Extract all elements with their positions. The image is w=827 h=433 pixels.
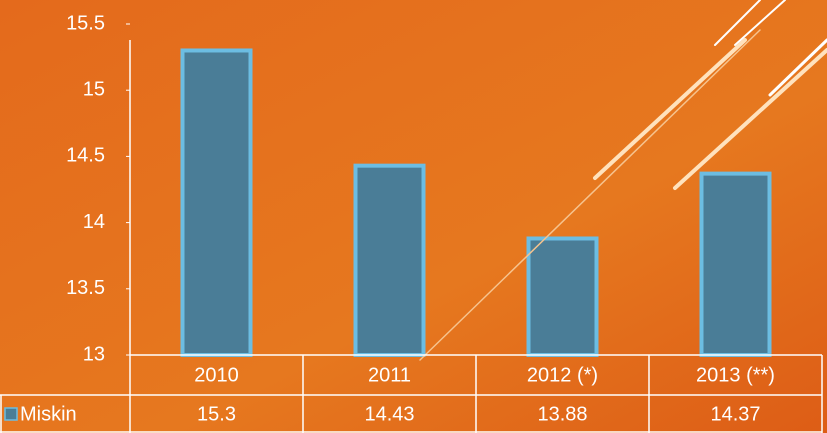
decoration: [419, 0, 827, 361]
y-tick-label: 15.5: [66, 12, 105, 34]
bar: [353, 163, 426, 357]
deco-line: [768, 38, 827, 97]
table-value: 14.37: [710, 403, 760, 425]
bar: [180, 48, 253, 357]
y-tick-label: 14.5: [66, 145, 105, 167]
deco-line: [714, 0, 761, 46]
bar: [526, 236, 599, 358]
bar: [699, 171, 772, 357]
x-tick-label: 2010: [194, 364, 239, 386]
legend-label: Miskin: [20, 403, 77, 425]
table-value: 13.88: [537, 403, 587, 425]
x-tick-label: 2012 (*): [527, 364, 598, 386]
table-value: 14.43: [364, 403, 414, 425]
y-tick-label: 13: [83, 343, 105, 365]
table-value: 15.3: [197, 403, 236, 425]
deco-line: [734, 0, 786, 46]
deco-line: [673, 48, 827, 190]
legend-swatch: [4, 407, 18, 421]
deco-line: [593, 38, 747, 180]
y-tick-label: 14: [83, 211, 105, 233]
x-tick-label: 2013 (**): [696, 364, 775, 386]
y-tick-label: 15: [83, 78, 105, 100]
y-tick-label: 13.5: [66, 277, 105, 299]
deco-line: [419, 29, 761, 361]
x-tick-label: 2011: [368, 364, 411, 386]
